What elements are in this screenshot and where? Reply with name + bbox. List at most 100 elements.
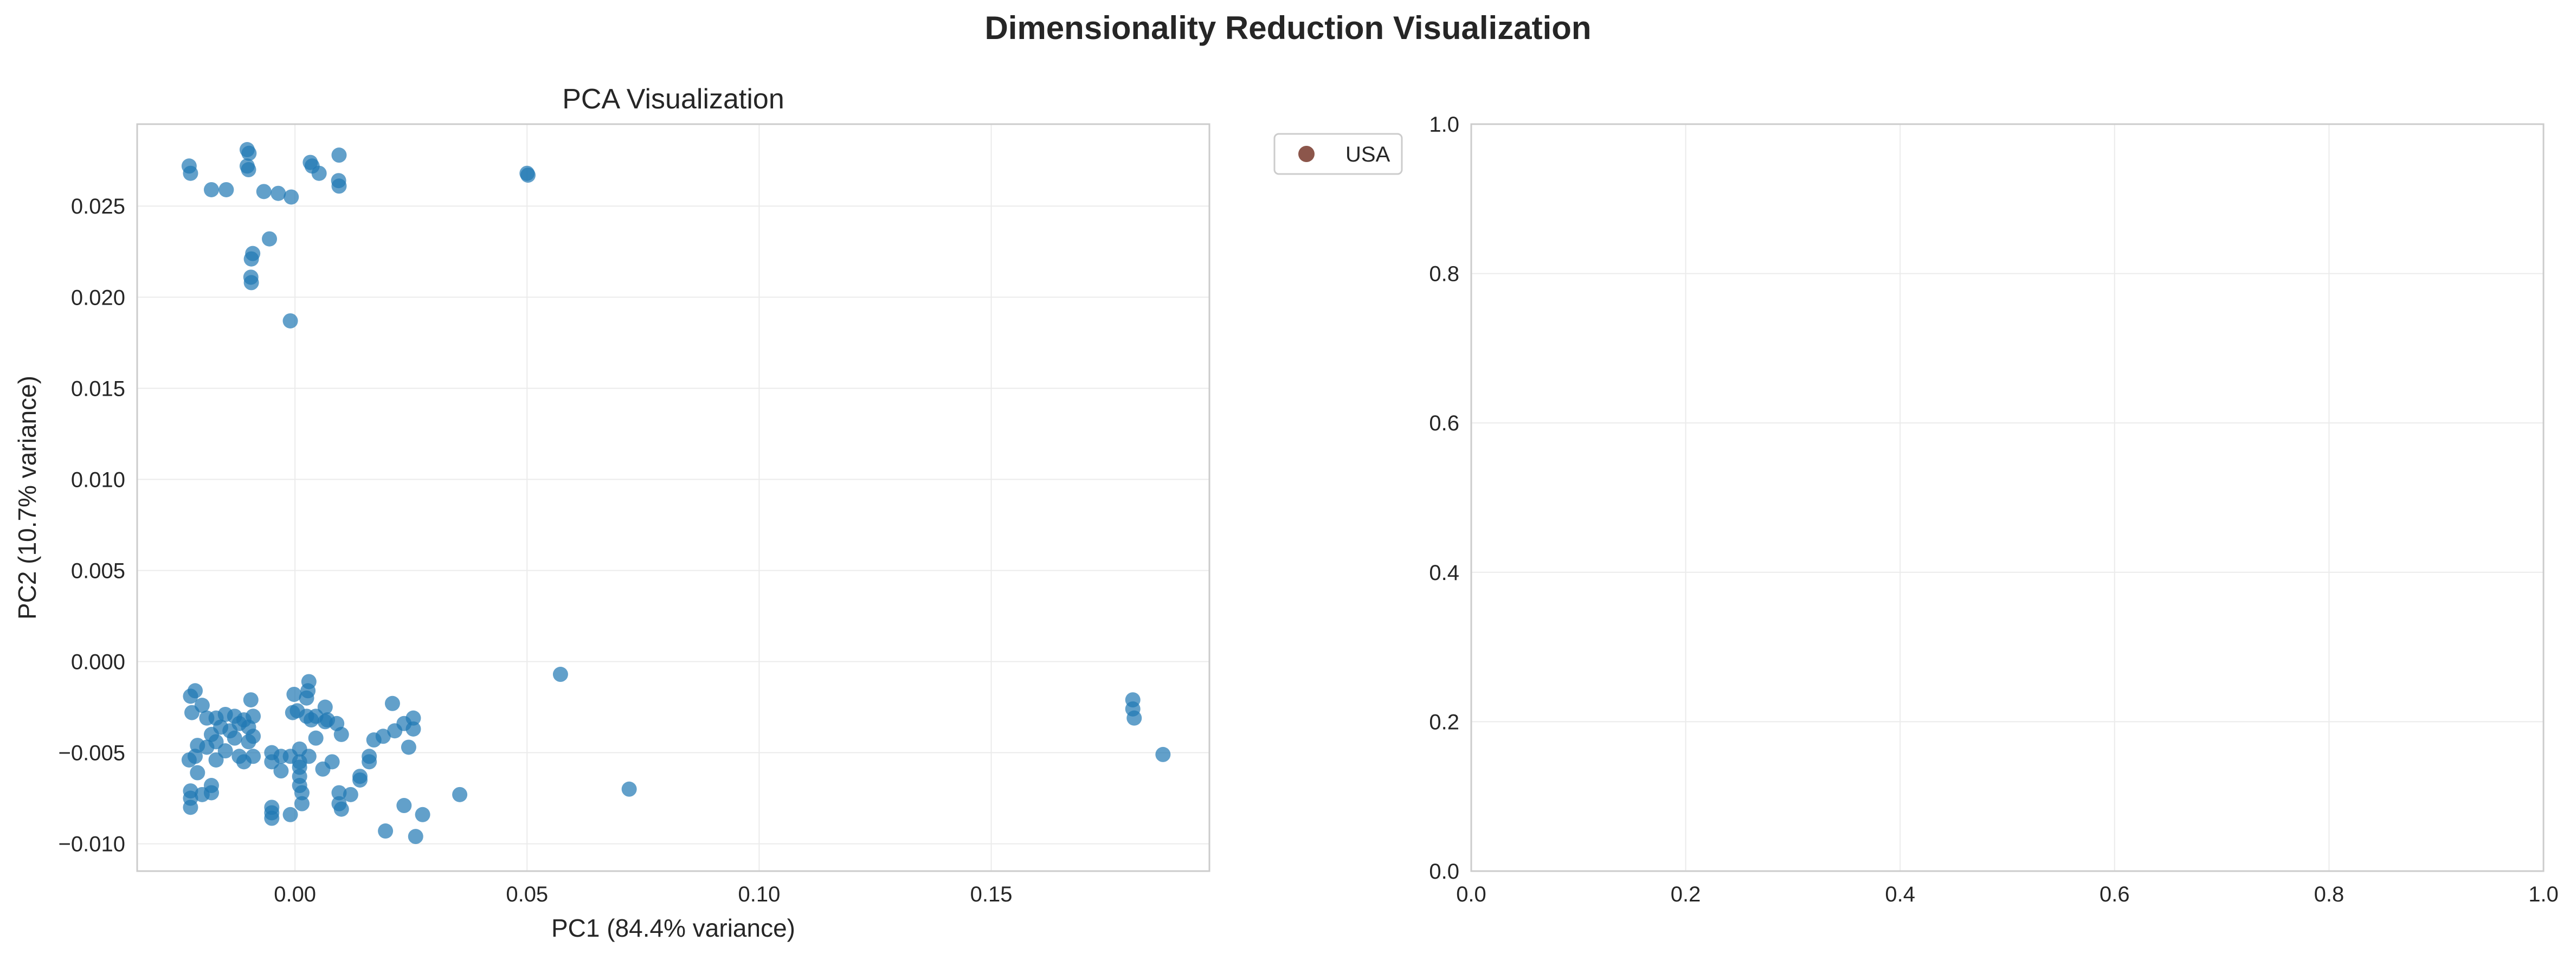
scatter-point [621,781,637,797]
scatter-point [208,752,224,768]
x-tick-label: 0.2 [1671,882,1701,906]
x-tick-label: 0.10 [738,882,780,906]
scatter-point [362,754,377,770]
scatter-point [241,162,256,178]
scatter-point [333,726,349,742]
scatter-point [396,798,412,814]
y-tick-label: −0.005 [59,742,125,765]
y-tick-label: 0.4 [1429,561,1459,585]
scatter-point [452,787,468,802]
pca-y-axis-label: PC2 (10.7% variance) [13,376,41,620]
scatter-point [331,147,347,163]
y-tick-label: −0.010 [59,833,125,856]
scatter-point [190,765,205,781]
y-tick-label: 0.005 [71,559,125,583]
y-tick-label: 0.020 [71,286,125,310]
scatter-point [264,754,280,770]
scatter-point [401,739,416,755]
scatter-point [375,729,391,744]
scatter-point [246,729,261,744]
scatter-point [183,165,198,181]
scatter-point [311,165,327,181]
x-tick-label: 0.05 [506,882,548,906]
y-tick-label: 1.0 [1429,113,1459,137]
figure-title: Dimensionality Reduction Visualization [984,10,1591,46]
scatter-point [256,184,272,199]
scatter-point [262,231,278,247]
scatter-point [333,801,349,817]
scatter-point [317,699,333,715]
scatter-point [184,705,200,720]
scatter-point [243,275,259,291]
scatter-point [408,829,423,845]
scatter-point [183,688,198,704]
scatter-point [315,761,331,777]
x-tick-label: 1.0 [2528,882,2559,906]
x-tick-label: 0.6 [2100,882,2130,906]
scatter-point [405,721,421,737]
scatter-point [273,763,289,779]
scatter-point [331,785,347,801]
pca-gridlines [137,124,1209,871]
x-tick-label: 0.4 [1885,882,1915,906]
scatter-point [552,667,568,682]
scatter-point [181,752,197,768]
scatter-point [227,730,242,746]
scatter-point [520,167,536,183]
pca-panel: PCA Visualization 0.00 0.05 0.10 0.15 −0.01… [13,83,1210,942]
scatter-point [282,313,298,328]
x-tick-label: 0.8 [2314,882,2345,906]
scatter-point [204,182,220,197]
scatter-point [183,800,198,815]
scatter-point [352,769,368,784]
pca-plot-frame [136,123,1210,872]
empty-panel-x-tick-labels: 0.0 0.2 0.4 0.6 0.8 1.0 [1456,882,2559,906]
pca-points [181,142,1171,845]
scatter-point [331,178,347,194]
pca-x-tick-labels: 0.00 0.05 0.10 0.15 [274,882,1012,906]
legend: USA [1273,133,1403,175]
scatter-point [301,749,317,764]
legend-marker-usa [1298,146,1315,162]
scatter-point [405,710,421,726]
empty-panel-frame [1470,123,2545,872]
scatter-point [243,251,259,267]
scatter-point [308,730,324,746]
y-tick-label: 0.6 [1429,411,1459,435]
x-tick-label: 0.00 [274,882,316,906]
scatter-point [243,692,259,708]
scatter-point [218,182,234,197]
scatter-point [294,785,310,801]
y-tick-label: 0.0 [1429,860,1459,884]
scatter-point [299,690,314,706]
scatter-point [415,807,430,822]
scatter-point [241,145,257,161]
scatter-point [1155,746,1171,762]
y-tick-label: 0.000 [71,650,125,674]
scatter-point [204,785,220,801]
y-tick-label: 0.2 [1429,710,1459,734]
scatter-point [264,810,280,826]
scatter-point [343,787,358,802]
legend-label-usa: USA [1345,143,1390,166]
x-tick-label: 0.0 [1456,882,1486,906]
pca-x-axis-label: PC1 (84.4% variance) [551,914,795,942]
scatter-point [282,807,298,822]
y-tick-label: 0.025 [71,195,125,218]
y-tick-label: 0.015 [71,377,125,401]
pca-title: PCA Visualization [562,83,784,115]
scatter-point [271,185,286,201]
empty-panel-y-tick-labels: 0.0 0.2 0.4 0.6 0.8 1.0 [1429,113,1459,884]
scatter-point [384,695,400,711]
y-tick-label: 0.8 [1429,262,1459,286]
scatter-point [286,686,302,702]
x-tick-label: 0.15 [970,882,1013,906]
legend-box [1273,133,1403,175]
scatter-point [208,734,224,750]
empty-panel-gridlines [1471,124,2544,872]
pca-y-tick-labels: −0.010 −0.005 0.000 0.005 0.010 0.015 0.020 0.0… [59,195,125,856]
scatter-point [284,189,299,205]
scatter-point [378,823,394,839]
scatter-point [294,796,310,811]
